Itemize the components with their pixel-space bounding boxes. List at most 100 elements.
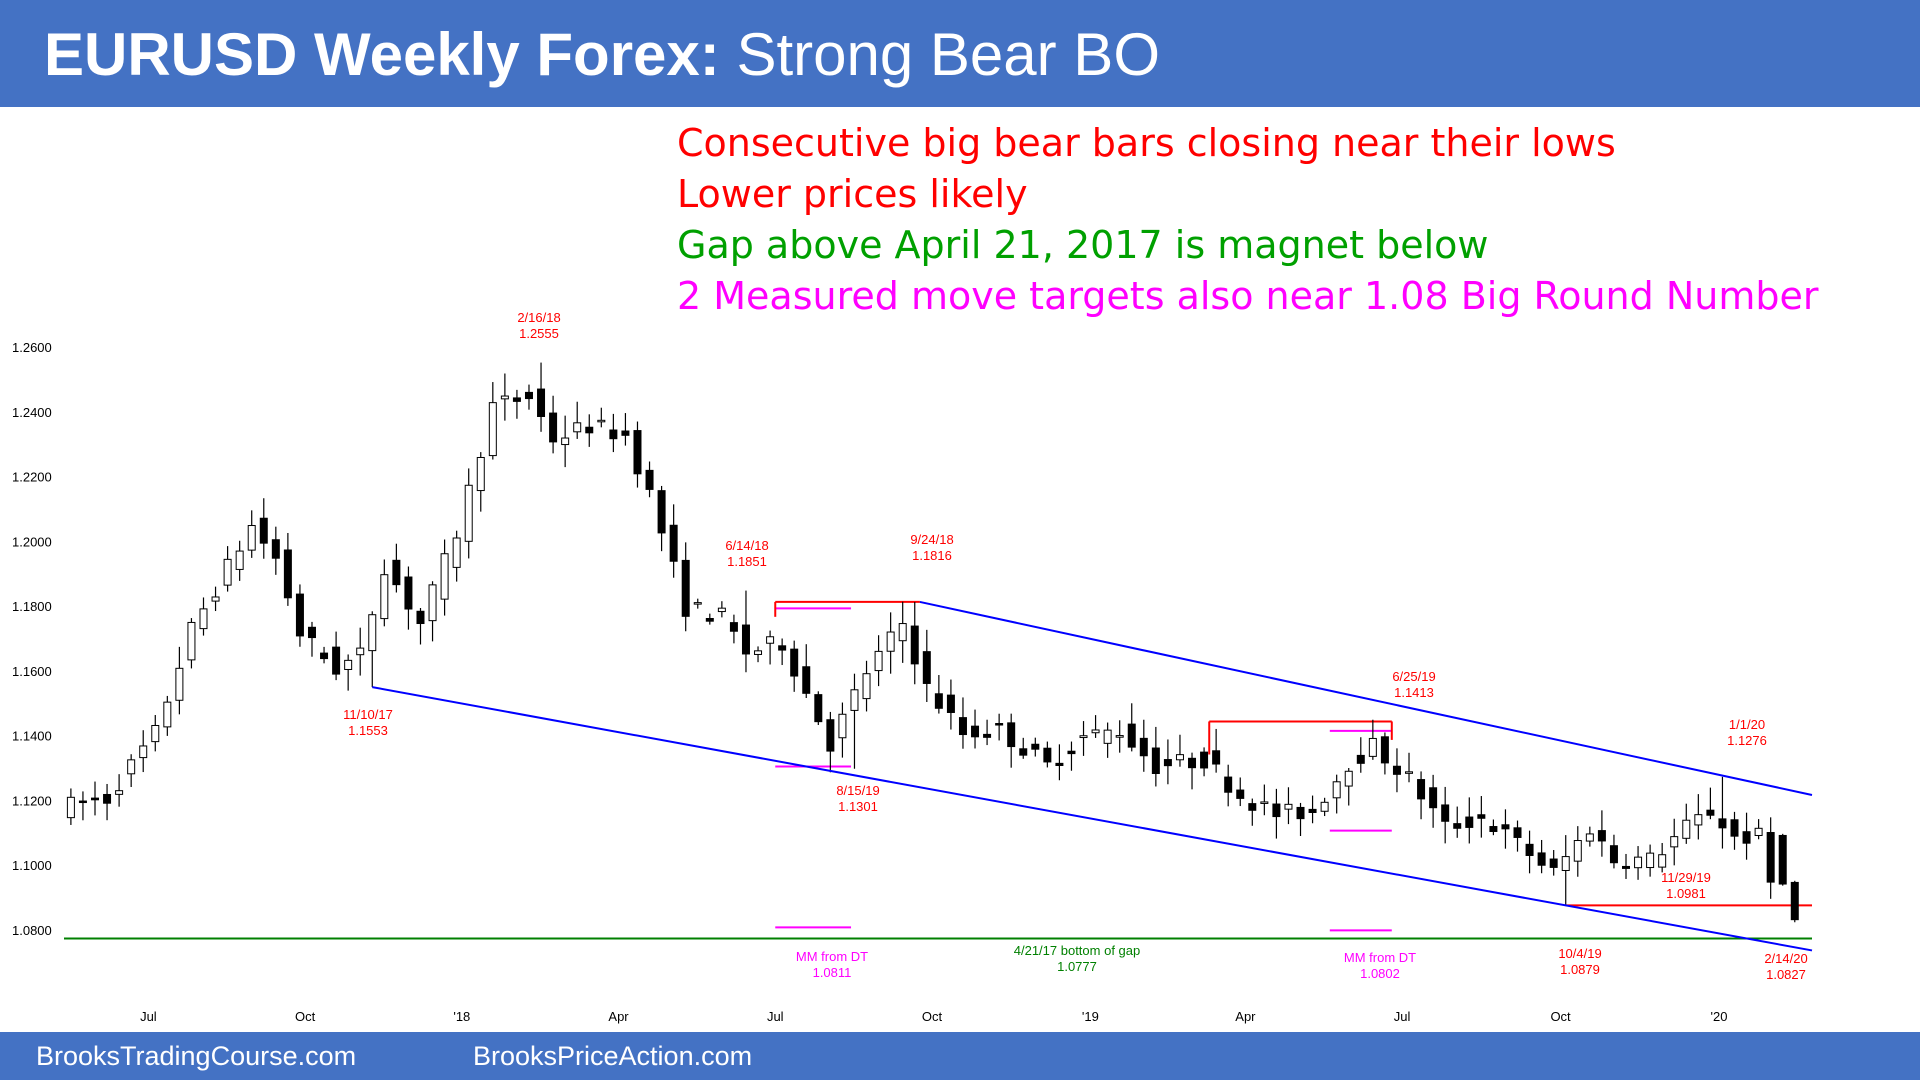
upper-channel-line — [919, 600, 1813, 796]
footer-link-trading-course[interactable]: BrooksTradingCourse.com — [36, 1041, 357, 1071]
bear-candle — [1429, 787, 1438, 809]
bull-candle — [428, 584, 437, 622]
bear-candle — [392, 559, 401, 586]
bull-candle — [235, 550, 244, 570]
bull-candle — [476, 456, 485, 492]
annotation-label: 6/25/19 — [1392, 669, 1435, 684]
bear-candle — [1031, 743, 1040, 750]
bull-candle — [163, 701, 172, 728]
bull-candle — [1260, 801, 1269, 804]
annotation-label: 6/14/18 — [725, 538, 768, 553]
bear-candle — [934, 693, 943, 709]
bear-candle — [1718, 818, 1727, 829]
y-tick-label: 1.2000 — [12, 534, 52, 549]
bear-candle — [729, 622, 738, 632]
bear-candle — [1730, 819, 1739, 837]
x-tick-label: Oct — [1550, 1009, 1571, 1024]
annotation-value: 1.0802 — [1360, 966, 1400, 981]
bear-candle — [1055, 762, 1064, 767]
bull-candle — [754, 650, 763, 655]
bull-candle — [187, 621, 196, 661]
bull-candle — [1332, 781, 1341, 799]
lower-channel-line — [372, 686, 1813, 952]
bull-candle — [898, 623, 907, 642]
bull-candle — [1079, 735, 1088, 739]
bull-candle — [440, 553, 449, 600]
bull-candle — [1405, 771, 1414, 774]
bear-candle — [946, 694, 955, 713]
bull-candle — [344, 659, 353, 670]
bull-candle — [247, 525, 256, 551]
bull-candle — [874, 650, 883, 672]
bear-candle — [1392, 765, 1401, 775]
annotation-value: 1.1413 — [1394, 685, 1434, 700]
x-tick-label: '18 — [453, 1009, 470, 1024]
bull-candle — [199, 608, 208, 630]
bear-candle — [90, 797, 99, 801]
price-chart: 1.2600 1.2400 1.2200 1.2000 1.1800 1.1600 1.14… — [12, 310, 1813, 1024]
annotation-value: 1.2555 — [519, 326, 559, 341]
bear-candle — [1236, 789, 1245, 799]
title-rest: Strong Bear BO — [736, 21, 1160, 88]
bear-candle — [1151, 747, 1160, 774]
bear-candle — [1019, 748, 1028, 756]
bull-candle — [766, 636, 775, 644]
bull-candle — [886, 631, 895, 652]
bull-candle — [1573, 840, 1582, 862]
annotation-value: 1.0777 — [1057, 959, 1097, 974]
bear-candle — [1501, 824, 1510, 830]
annotation-value: 1.1553 — [348, 723, 388, 738]
bear-candle — [645, 469, 654, 490]
bull-candle — [1646, 852, 1655, 869]
bear-candle — [332, 646, 341, 675]
annotation-label: 11/10/17 — [343, 707, 393, 722]
bear-candle — [271, 539, 280, 559]
bear-candle — [983, 733, 992, 738]
bear-candle — [295, 593, 304, 637]
bull-candle — [1670, 836, 1679, 848]
annotation-value: 1.0879 — [1560, 962, 1600, 977]
annotation-label: 2/14/20 — [1764, 951, 1807, 966]
bull-candle — [1561, 856, 1570, 871]
footer-link-price-action[interactable]: BrooksPriceAction.com — [473, 1041, 753, 1071]
x-tick-label: Apr — [608, 1009, 629, 1024]
y-tick-label: 1.2400 — [12, 405, 52, 420]
bull-candle — [573, 422, 582, 433]
bear-candle — [524, 391, 533, 400]
page-title: EURUSD Weekly Forex: Strong Bear BO — [44, 20, 1160, 90]
bull-candle — [211, 596, 220, 602]
bear-candle — [1465, 816, 1474, 828]
bear-candle — [705, 618, 714, 622]
bear-candle — [778, 645, 787, 651]
bull-candle — [127, 759, 136, 775]
bear-candle — [1489, 826, 1498, 832]
bear-candle — [1441, 804, 1450, 822]
bear-candle — [609, 429, 618, 440]
bull-candle — [175, 667, 184, 701]
x-tick-label: Jul — [140, 1009, 157, 1024]
bear-candle — [1706, 809, 1715, 816]
bull-candle — [1682, 819, 1691, 839]
bull-candle — [1320, 801, 1329, 812]
bull-candle — [356, 647, 365, 656]
bear-candle — [1742, 831, 1751, 844]
bear-candle — [958, 717, 967, 736]
bear-candle — [1622, 865, 1631, 869]
bull-candle — [717, 607, 726, 613]
x-tick-label: Oct — [295, 1009, 316, 1024]
bear-candle — [681, 559, 690, 617]
y-tick-label: 1.1200 — [12, 793, 52, 808]
bear-candle — [320, 652, 329, 660]
bear-candle — [1272, 803, 1281, 818]
note-line-1: Consecutive big bear bars closing near t… — [677, 121, 1616, 165]
annotation-label: 9/24/18 — [910, 532, 953, 547]
bear-candle — [922, 651, 931, 684]
annotation-label: 1/1/20 — [1729, 717, 1765, 732]
bull-candle — [139, 745, 148, 759]
annotation-label: 11/29/19 — [1661, 870, 1711, 885]
bear-candle — [633, 430, 642, 475]
annotation-label: MM from DT — [1344, 950, 1416, 965]
bull-candle — [1585, 833, 1594, 842]
bear-candle — [259, 517, 268, 544]
bear-candle — [1453, 823, 1462, 829]
